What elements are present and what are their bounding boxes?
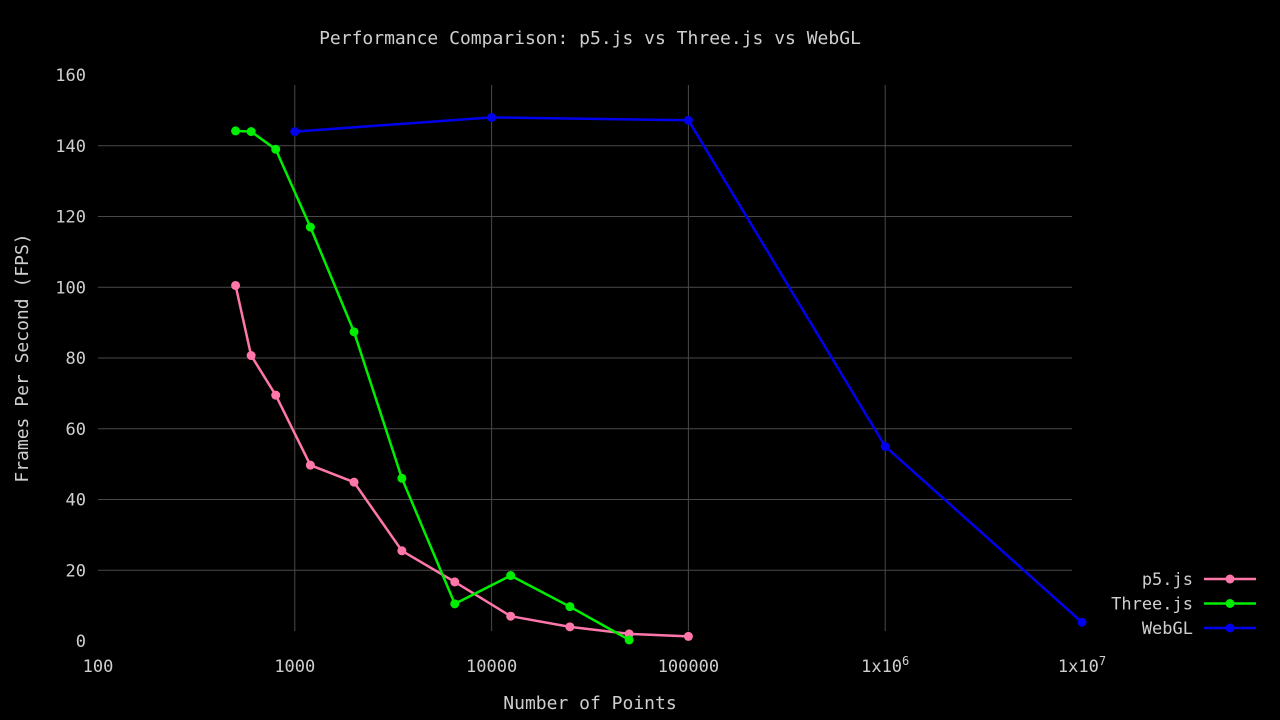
y-tick-label: 120 (55, 208, 86, 228)
series-three-js (231, 126, 634, 645)
x-axis-ticks: 100 1000 10000 100000 1x106 1x107 (83, 654, 1106, 677)
data-point (271, 390, 281, 400)
data-point (349, 327, 359, 337)
data-point (624, 635, 634, 645)
y-tick-label: 80 (66, 349, 86, 369)
legend-item: Three.js (1111, 595, 1256, 615)
data-point (397, 546, 407, 556)
legend-item: p5.js (1142, 570, 1256, 590)
x-tick-label: 1x107 (1058, 654, 1106, 677)
data-point (397, 473, 407, 483)
data-point (450, 599, 460, 609)
y-tick-label: 160 (55, 66, 86, 86)
y-tick-label: 40 (66, 491, 86, 511)
data-point (487, 112, 497, 122)
series-line (234, 285, 689, 638)
y-tick-label: 60 (66, 420, 86, 440)
data-point (305, 222, 315, 232)
x-tick-label: 100 (83, 657, 114, 677)
data-point (231, 280, 241, 290)
x-tick-label: 1000 (274, 657, 315, 677)
data-point (506, 571, 516, 581)
series-layer (231, 112, 1087, 645)
data-point (683, 115, 693, 125)
series-line (235, 129, 630, 641)
data-point (880, 441, 890, 451)
y-tick-label: 0 (76, 632, 86, 652)
legend: p5.js Three.js WebGL (1111, 570, 1256, 639)
data-point (349, 477, 359, 487)
series-p5-js (231, 280, 693, 641)
legend-swatch-marker (1225, 623, 1235, 633)
data-point (246, 351, 256, 361)
chart-title: Performance Comparison: p5.js vs Three.j… (319, 28, 861, 49)
y-tick-label: 20 (66, 561, 86, 581)
legend-swatch-marker (1225, 599, 1235, 608)
data-point (305, 460, 315, 470)
y-tick-label: 140 (55, 137, 86, 157)
y-axis-label: Frames Per Second (FPS) (12, 233, 33, 482)
y-axis-ticks: 0 20 40 60 80 100 120 140 160 (55, 66, 86, 652)
x-axis-label: Number of Points (503, 693, 676, 714)
data-point (565, 622, 575, 632)
data-point (271, 144, 281, 154)
x-tick-label: 100000 (658, 657, 719, 677)
grid-lines (98, 85, 1072, 631)
legend-swatch-marker (1225, 574, 1235, 584)
data-point (231, 126, 241, 136)
legend-label: WebGL (1142, 619, 1193, 639)
data-point (1077, 617, 1087, 627)
data-point (565, 602, 575, 612)
y-tick-label: 100 (55, 278, 86, 298)
legend-item: WebGL (1142, 619, 1256, 639)
data-point (450, 577, 460, 587)
data-point (246, 127, 256, 137)
legend-label: Three.js (1111, 595, 1193, 615)
series-webgl (290, 112, 1087, 627)
data-point (683, 631, 693, 641)
data-point (290, 127, 300, 137)
data-point (506, 611, 516, 621)
x-tick-label: 10000 (466, 657, 517, 677)
x-tick-label: 1x106 (861, 654, 909, 677)
legend-label: p5.js (1142, 570, 1193, 590)
